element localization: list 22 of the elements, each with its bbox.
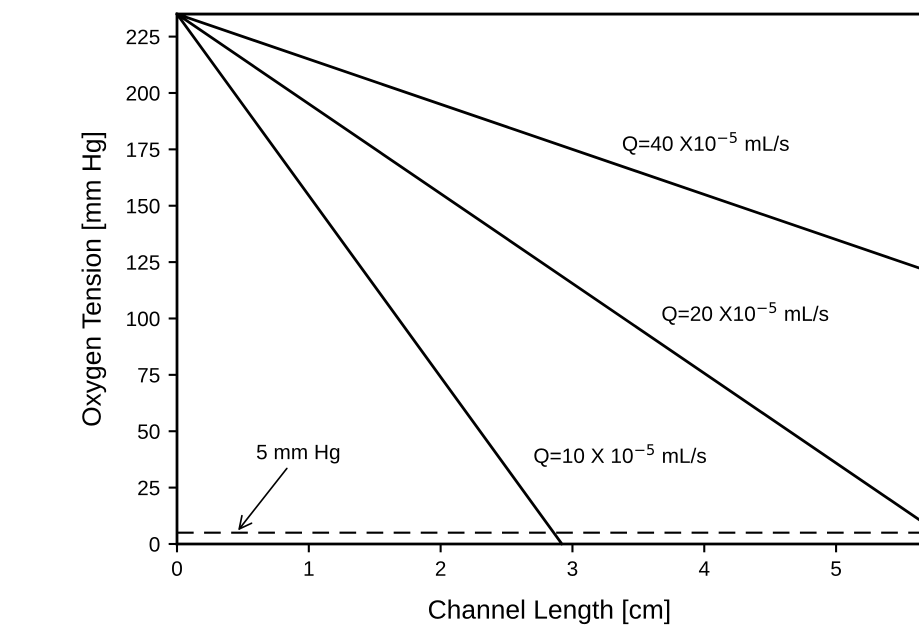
y-tick-label: 175 [127, 142, 160, 158]
x-tick-label: 2 [436, 561, 446, 576]
y-tick-label: 100 [127, 311, 160, 326]
x-axis-title: Channel Length [cm] [428, 600, 670, 624]
y-axis-title: Oxygen Tension [mm Hg] [82, 133, 106, 426]
y-tick-label: 200 [126, 86, 160, 101]
series-label: Q=10 X 10$^{−5}$ mL/s [534, 444, 706, 467]
y-tick-label: 150 [127, 198, 160, 214]
y-tick-label: 125 [127, 255, 160, 270]
y-tick-label: 50 [138, 424, 160, 439]
series-label: Q=40 X10$^{−5}$ mL/s [622, 132, 789, 155]
x-tick-label: 4 [698, 561, 710, 576]
y-tick-label: 225 [126, 30, 160, 44]
y-tick-label: 25 [138, 480, 160, 496]
y-tick-label: 75 [138, 368, 160, 383]
y-tick-label: 0 [150, 536, 160, 552]
series-label: Q=20 X10$^{−5}$ mL/s [662, 302, 828, 325]
x-tick-label: 0 [172, 561, 182, 576]
ref-line-label: 5 mm Hg [256, 444, 340, 464]
x-tick-label: 1 [304, 561, 314, 576]
x-tick-label: 5 [831, 561, 841, 576]
x-tick-label: 3 [567, 561, 578, 576]
